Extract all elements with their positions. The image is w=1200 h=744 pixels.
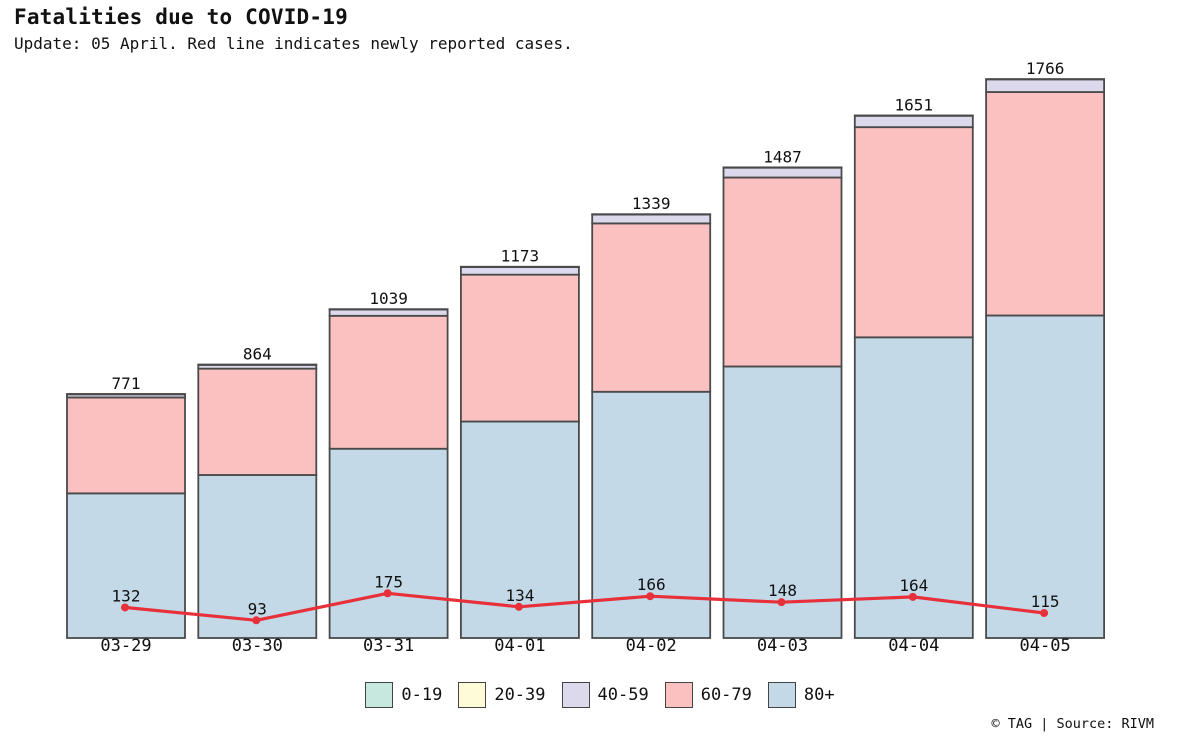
- bar-segment-80+-04-04: [853, 336, 974, 639]
- bar-segment-60-79-04-02: [591, 222, 712, 393]
- bar-segment-60-79-03-31: [328, 314, 449, 450]
- new-cases-label: 166: [637, 575, 666, 594]
- new-cases-point: [383, 589, 392, 598]
- bar-segment-60-79-04-04: [853, 126, 974, 339]
- legend-item-60-79: 60-79: [664, 682, 752, 708]
- new-cases-label: 134: [505, 586, 534, 605]
- x-tick-label: 04-01: [494, 636, 545, 656]
- new-cases-point: [121, 603, 129, 612]
- x-tick-label: 04-03: [757, 636, 808, 656]
- legend-item-20-39: 20-39: [458, 682, 546, 708]
- bar-segment-60-79-04-01: [459, 273, 580, 423]
- new-cases-label: 175: [374, 572, 403, 591]
- legend-swatch: [767, 682, 796, 708]
- new-cases-point: [646, 592, 655, 601]
- new-cases-point: [1040, 609, 1049, 618]
- bar-segment-60-79-03-29: [66, 396, 186, 495]
- legend-item-0-19: 0-19: [365, 682, 442, 708]
- x-tick-label: 03-30: [232, 636, 283, 656]
- x-tick-label: 03-29: [100, 636, 151, 656]
- legend-item-80+: 80+: [767, 682, 835, 708]
- legend-label: 20-39: [494, 685, 546, 705]
- legend-label: 80+: [803, 685, 835, 705]
- new-cases-label: 115: [1031, 592, 1060, 611]
- legend-label: 0-19: [401, 685, 443, 705]
- legend: 0-19 20-39 40-59 60-79 80+: [0, 682, 1200, 708]
- bar-segment-80+-04-05: [985, 314, 1105, 639]
- x-tick-label: 04-05: [1020, 636, 1071, 656]
- bar-segment-40-59-04-05: [985, 78, 1105, 93]
- bar-segment-40-59-04-04: [853, 114, 974, 129]
- legend-swatch: [664, 682, 693, 708]
- total-label: 1339: [632, 194, 671, 213]
- total-label: 771: [112, 374, 141, 393]
- legend-swatch: [561, 682, 590, 708]
- bar-segment-40-59-03-31: [328, 308, 449, 317]
- total-label: 1766: [1026, 59, 1065, 78]
- source-credit: © TAG | Source: RIVM: [991, 716, 1154, 732]
- new-cases-label: 164: [899, 576, 928, 595]
- bar-segment-60-79-04-05: [985, 91, 1105, 317]
- bar-segment-80+-04-03: [722, 365, 843, 639]
- total-label: 864: [243, 345, 272, 364]
- new-cases-label: 93: [248, 599, 267, 618]
- chart-title: Fatalities due to COVID-19: [14, 5, 348, 29]
- legend-swatch: [365, 682, 394, 708]
- bar-segment-80+-03-29: [66, 492, 186, 639]
- new-cases-line: [124, 591, 1045, 622]
- new-cases-point: [514, 602, 523, 611]
- bar-segment-40-59-04-02: [591, 213, 712, 225]
- total-label: 1487: [763, 147, 802, 166]
- bar-segment-40-59-04-01: [459, 266, 580, 276]
- bar-group: [66, 78, 1105, 639]
- total-label: 1173: [501, 247, 540, 266]
- new-cases-point: [908, 592, 917, 601]
- bar-segment-40-59-04-03: [722, 166, 843, 179]
- new-cases-label: 132: [112, 586, 141, 605]
- total-label: 1651: [895, 95, 934, 114]
- x-tick-label: 03-31: [363, 636, 414, 656]
- new-cases-point: [777, 598, 786, 607]
- total-label: 1039: [369, 289, 408, 308]
- new-cases-line-group: 132 93 175 134 166 148 164 115: [112, 572, 1060, 625]
- new-cases-label: 148: [768, 581, 797, 600]
- bar-segment-80+-03-31: [328, 447, 449, 639]
- x-tick-label: 04-02: [626, 636, 677, 656]
- bar-segment-80+-04-02: [591, 390, 712, 639]
- x-tick-label: 04-04: [888, 636, 939, 656]
- x-tick-labels: 03-29 03-30 03-31 04-01 04-02 04-03 04-04 04-05: [100, 636, 1070, 656]
- legend-item-40-59: 40-59: [561, 682, 649, 708]
- total-labels: 771 864 1039 1173 1339 1487 1651 1766: [112, 59, 1065, 393]
- legend-label: 40-59: [597, 685, 649, 705]
- new-cases-point: [252, 616, 261, 625]
- legend-swatch: [458, 682, 487, 708]
- chart-subtitle: Update: 05 April. Red line indicates new…: [14, 34, 573, 53]
- legend-label: 60-79: [700, 685, 752, 705]
- bar-segment-60-79-04-03: [722, 176, 843, 368]
- bar-segment-60-79-03-30: [197, 367, 318, 476]
